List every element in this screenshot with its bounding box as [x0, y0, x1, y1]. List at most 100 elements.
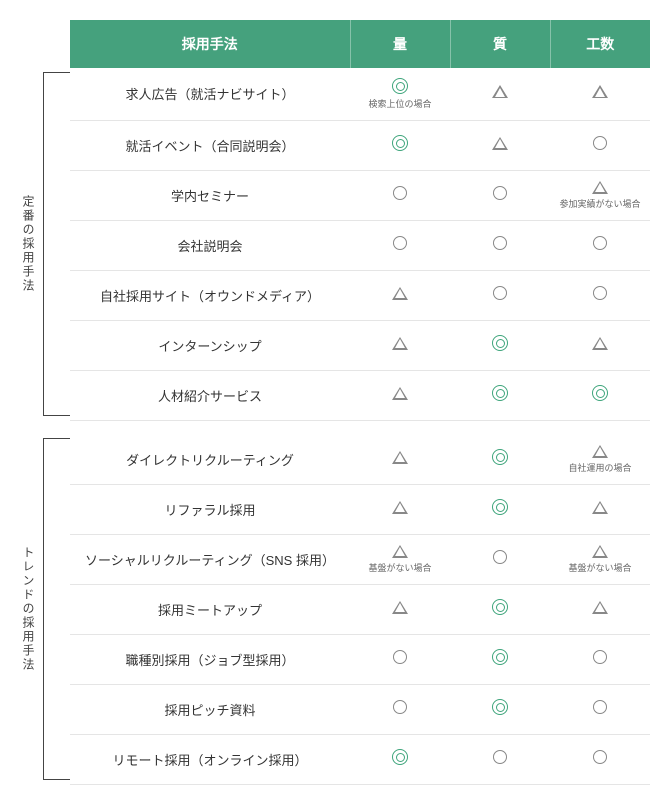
triangle-icon [392, 337, 408, 354]
quantity-cell [350, 434, 450, 484]
table-row: 自社採用サイト（オウンドメディア） [70, 270, 650, 320]
triangle-icon [392, 601, 408, 618]
circle-icon [393, 236, 407, 254]
circle-icon [493, 550, 507, 568]
quantity-cell: 検索上位の場合 [350, 68, 450, 120]
header-method: 採用手法 [70, 20, 350, 68]
quantity-cell [350, 684, 450, 734]
quantity-cell [350, 370, 450, 420]
effort-cell: 基盤がない場合 [550, 534, 650, 584]
method-name: ダイレクトリクルーティング [70, 434, 350, 484]
effort-cell [550, 320, 650, 370]
effort-cell [550, 120, 650, 170]
circle-icon [493, 750, 507, 768]
circle-icon [493, 236, 507, 254]
triangle-icon [392, 501, 408, 518]
quality-cell [450, 320, 550, 370]
circle-icon [593, 700, 607, 718]
quantity-cell [350, 220, 450, 270]
double-icon [492, 499, 508, 519]
circle-icon [493, 286, 507, 304]
effort-cell [550, 370, 650, 420]
quality-cell [450, 170, 550, 220]
triangle-icon [492, 137, 508, 154]
quality-cell [450, 370, 550, 420]
circle-icon [593, 750, 607, 768]
triangle-icon [392, 451, 408, 468]
table-row: 会社説明会 [70, 220, 650, 270]
quality-cell [450, 270, 550, 320]
circle-icon [593, 236, 607, 254]
bracket-line [43, 72, 70, 416]
effort-cell: 自社運用の場合 [550, 434, 650, 484]
table-row: リモート採用（オンライン採用） [70, 734, 650, 784]
circle-icon [593, 136, 607, 154]
effort-cell [550, 68, 650, 120]
quality-cell [450, 734, 550, 784]
quality-cell [450, 634, 550, 684]
double-icon [492, 599, 508, 619]
method-name: 職種別採用（ジョブ型採用） [70, 634, 350, 684]
quantity-cell [350, 320, 450, 370]
header-quality: 質 [450, 20, 550, 68]
cell-note: 自社運用の場合 [568, 464, 631, 474]
quantity-cell [350, 170, 450, 220]
table-row: 職種別採用（ジョブ型採用） [70, 634, 650, 684]
quality-cell [450, 534, 550, 584]
double-icon [392, 78, 408, 98]
quality-cell [450, 68, 550, 120]
triangle-icon [592, 85, 608, 102]
table-row: ダイレクトリクルーティング自社運用の場合 [70, 434, 650, 484]
method-name: 学内セミナー [70, 170, 350, 220]
cell-note: 基盤がない場合 [568, 564, 631, 574]
cell-note: 参加実績がない場合 [559, 200, 640, 210]
table-row: 採用ピッチ資料 [70, 684, 650, 734]
triangle-icon [392, 387, 408, 404]
quantity-cell [350, 634, 450, 684]
table-row: 採用ミートアップ [70, 584, 650, 634]
double-icon [492, 335, 508, 355]
header-effort: 工数 [550, 20, 650, 68]
triangle-icon [592, 545, 608, 562]
table-body: 求人広告（就活ナビサイト）検索上位の場合就活イベント（合同説明会）学内セミナー参… [70, 68, 650, 784]
table-row: 就活イベント（合同説明会） [70, 120, 650, 170]
quantity-cell: 基盤がない場合 [350, 534, 450, 584]
effort-cell [550, 684, 650, 734]
double-icon [592, 385, 608, 405]
method-name: リモート採用（オンライン採用） [70, 734, 350, 784]
effort-cell [550, 584, 650, 634]
effort-cell [550, 484, 650, 534]
table-header-row: 採用手法 量 質 工数 [70, 20, 650, 68]
table-row: 求人広告（就活ナビサイト）検索上位の場合 [70, 68, 650, 120]
group-brackets: 定番の採用手法トレンドの採用手法 [20, 20, 70, 785]
effort-cell [550, 634, 650, 684]
method-name: 採用ミートアップ [70, 584, 350, 634]
quality-cell [450, 220, 550, 270]
group-label: 定番の採用手法 [20, 195, 43, 293]
circle-icon [593, 286, 607, 304]
quality-cell [450, 120, 550, 170]
group-spacer [70, 420, 650, 434]
quantity-cell [350, 734, 450, 784]
effort-cell [550, 220, 650, 270]
cell-note: 基盤がない場合 [368, 564, 431, 574]
effort-cell [550, 734, 650, 784]
double-icon [492, 649, 508, 669]
table-row: リファラル採用 [70, 484, 650, 534]
circle-icon [593, 650, 607, 668]
quality-cell [450, 584, 550, 634]
effort-cell [550, 270, 650, 320]
quantity-cell [350, 120, 450, 170]
circle-icon [393, 650, 407, 668]
triangle-icon [492, 85, 508, 102]
method-name: 会社説明会 [70, 220, 350, 270]
cell-note: 検索上位の場合 [368, 100, 431, 110]
method-name: ソーシャルリクルーティング（SNS 採用） [70, 534, 350, 584]
triangle-icon [592, 445, 608, 462]
circle-icon [393, 186, 407, 204]
triangle-icon [392, 287, 408, 304]
table-row: 人材紹介サービス [70, 370, 650, 420]
effort-cell: 参加実績がない場合 [550, 170, 650, 220]
quantity-cell [350, 270, 450, 320]
triangle-icon [592, 337, 608, 354]
